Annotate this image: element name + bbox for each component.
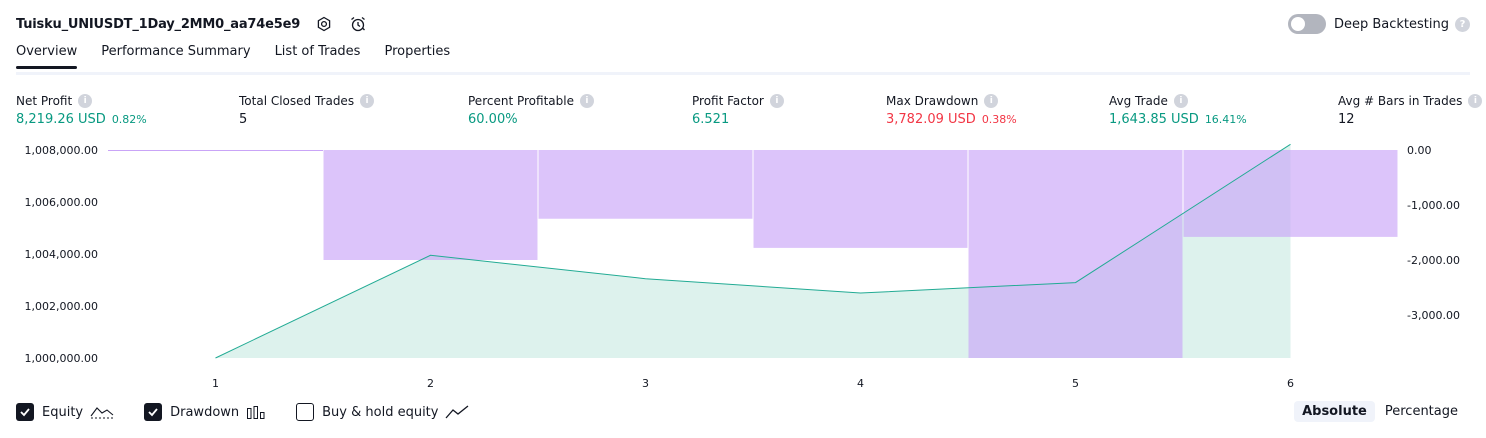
percentage-button[interactable]: Percentage: [1384, 404, 1458, 419]
drawdown-bar: [753, 150, 968, 248]
legend-drawdown-label: Drawdown: [170, 404, 240, 420]
equity-line-icon: [90, 404, 114, 420]
metric-avg-trade: Avg Trade i 1,643.85 USD 16.41%: [1109, 94, 1247, 127]
strategy-title: Tuisku_UNIUSDT_1Day_2MM0_aa74e5e9: [16, 16, 301, 32]
left-axis-tick-label: 1,006,000.00: [25, 196, 98, 209]
x-axis-tick-label: 2: [427, 377, 434, 390]
help-icon[interactable]: ?: [1455, 16, 1470, 32]
left-axis-tick-label: 1,002,000.00: [25, 300, 98, 313]
info-icon[interactable]: i: [78, 94, 93, 108]
deep-backtesting-toggle[interactable]: [1287, 14, 1326, 34]
metric-label: Total Closed Trades: [239, 94, 355, 108]
buy-hold-checkbox[interactable]: [296, 403, 315, 421]
metric-percent: 16.41%: [1204, 113, 1247, 126]
x-axis-tick-label: 6: [1287, 377, 1294, 390]
metric-avg-bars: Avg # Bars in Trades i 12: [1338, 94, 1483, 127]
info-icon[interactable]: i: [984, 94, 999, 108]
info-icon[interactable]: i: [769, 94, 784, 108]
info-icon[interactable]: i: [1173, 94, 1188, 108]
x-axis-tick-label: 1: [212, 377, 219, 390]
metric-value: 5: [239, 112, 248, 127]
equity-line: [215, 143, 1291, 359]
legend-buy-hold-label: Buy & hold equity: [322, 404, 439, 420]
report-tabs: Overview Performance Summary List of Tra…: [16, 44, 474, 69]
left-axis-tick-label: 1,008,000.00: [25, 144, 98, 157]
x-axis-tick-label: 4: [857, 377, 864, 390]
metric-label: Percent Profitable: [468, 94, 574, 108]
tabs-divider: [16, 72, 1470, 75]
right-axis-tick-label: -2,000.00: [1407, 254, 1460, 267]
strategy-header: Tuisku_UNIUSDT_1Day_2MM0_aa74e5e9: [16, 12, 368, 36]
metric-percent-profitable: Percent Profitable i 60.00%: [468, 94, 594, 127]
right-axis-tick-label: -1,000.00: [1407, 199, 1460, 212]
metric-profit-factor: Profit Factor i 6.521: [692, 94, 784, 127]
metric-value: 60.00%: [468, 112, 518, 127]
metric-net-profit: Net Profit i 8,219.26 USD 0.82%: [16, 94, 147, 127]
metric-label: Avg # Bars in Trades: [1338, 94, 1463, 108]
settings-icon[interactable]: [314, 14, 334, 34]
metric-value: 1,643.85 USD: [1109, 112, 1199, 127]
metric-label: Avg Trade: [1109, 94, 1168, 108]
buy-hold-line-icon: [445, 404, 469, 420]
absolute-button[interactable]: Absolute: [1294, 401, 1375, 422]
tab-properties[interactable]: Properties: [384, 44, 451, 59]
chart-legend: Equity Drawdown Buy & hold equity: [16, 403, 499, 421]
metric-label: Profit Factor: [692, 94, 764, 108]
metric-percent: 0.38%: [981, 113, 1017, 126]
tab-performance-summary[interactable]: Performance Summary: [101, 44, 251, 59]
metric-value: 12: [1338, 112, 1355, 127]
info-icon[interactable]: i: [579, 94, 594, 108]
x-axis-tick-label: 5: [1072, 377, 1079, 390]
metric-value: 8,219.26 USD: [16, 112, 106, 127]
drawdown-bars-icon: [246, 404, 266, 420]
legend-equity-label: Equity: [42, 404, 84, 420]
tab-overview[interactable]: Overview: [16, 44, 78, 69]
drawdown-bar: [323, 150, 538, 260]
drawdown-bar: [1183, 150, 1398, 237]
metric-percent: 0.82%: [111, 113, 147, 126]
right-axis-tick-label: -3,000.00: [1407, 309, 1460, 322]
equity-checkbox[interactable]: [16, 403, 34, 421]
scale-mode-switch: Absolute Percentage: [1292, 401, 1466, 422]
metric-total-closed-trades: Total Closed Trades i 5: [239, 94, 375, 127]
metric-value: 3,782.09 USD: [886, 112, 976, 127]
drawdown-bar: [968, 150, 1183, 358]
info-icon[interactable]: i: [1468, 94, 1483, 108]
left-axis-tick-label: 1,000,000.00: [25, 352, 98, 365]
tab-list-of-trades[interactable]: List of Trades: [274, 44, 361, 59]
info-icon[interactable]: i: [360, 94, 375, 108]
metric-value: 6.521: [692, 112, 730, 127]
alarm-clock-icon[interactable]: [348, 14, 368, 34]
deep-backtesting: Deep Backtesting ?: [1287, 14, 1470, 34]
metric-max-drawdown: Max Drawdown i 3,782.09 USD 0.38%: [886, 94, 1017, 127]
legend-drawdown[interactable]: Drawdown: [144, 403, 266, 421]
equity-chart: 1,008,000.00 1,006,000.00 1,004,000.00 1,00…: [0, 140, 1486, 399]
right-axis-tick-label: 0.00: [1407, 144, 1432, 157]
equity-drawdown-chart: 1,008,000.00 1,006,000.00 1,004,000.00 1,00…: [25, 143, 1460, 390]
legend-equity[interactable]: Equity: [16, 403, 114, 421]
left-axis-tick-label: 1,004,000.00: [25, 248, 98, 261]
x-axis-tick-label: 3: [642, 377, 649, 390]
deep-backtesting-label: Deep Backtesting: [1333, 16, 1449, 32]
drawdown-bar: [538, 150, 753, 219]
drawdown-checkbox[interactable]: [144, 403, 163, 421]
metric-label: Net Profit: [16, 94, 73, 108]
legend-buy-hold[interactable]: Buy & hold equity: [296, 403, 469, 421]
metric-label: Max Drawdown: [886, 94, 979, 108]
